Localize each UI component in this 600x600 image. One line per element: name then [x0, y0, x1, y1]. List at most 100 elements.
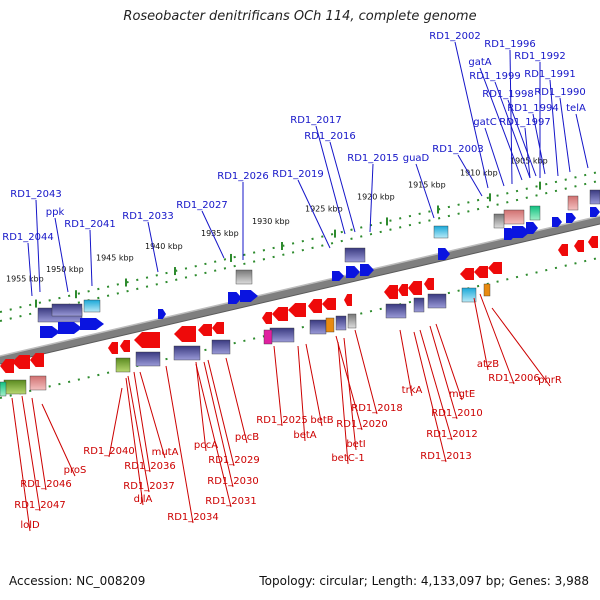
reverse-gene-label-leader: [491, 307, 551, 387]
forward-gene-label: RD1_2016: [304, 131, 355, 142]
reverse-gene-label: RD1_2029: [208, 455, 259, 466]
forward-gene-arrow: [526, 222, 538, 234]
reverse-gene-box: [29, 375, 47, 391]
forward-gene-label-leader: [147, 221, 159, 273]
reverse-gene-arrow: [398, 284, 408, 296]
forward-gene-arrow: [590, 207, 600, 217]
reverse-gene-label: djlA: [134, 494, 153, 505]
reverse-gene-arrow: [288, 303, 306, 317]
forward-gene-label: RD1_1999: [469, 71, 520, 82]
reverse-gene-label: RD1_2030: [207, 476, 258, 487]
genome-backbone: [0, 216, 600, 364]
reverse-gene-arrow: [322, 298, 336, 310]
scale-label-kbp: 1945 kbp: [96, 254, 134, 263]
forward-gene-label-leader: [415, 163, 435, 219]
reverse-gene-arrow: [488, 262, 502, 274]
reverse-gene-label-leader: [133, 371, 151, 473]
reverse-gene-label-leader: [435, 323, 463, 401]
reverse-gene-box: [385, 303, 407, 319]
scale-label-kbp: 1950 kbp: [46, 265, 84, 274]
reverse-gene-label: RD1_2047: [14, 500, 65, 511]
page-title: Roseobacter denitrificans OCh 114, compl…: [123, 9, 477, 24]
scale-label-kbp: 1910 kbp: [460, 168, 498, 177]
forward-gene-label-leader: [524, 127, 531, 179]
reverse-gene-label: RD1_2037: [123, 481, 174, 492]
reverse-gene-label: RD1_2020: [336, 419, 387, 430]
forward-gene-label: RD1_1990: [534, 87, 585, 98]
forward-gene-label: guaD: [403, 153, 430, 164]
reverse-gene-label-leader: [165, 365, 194, 524]
forward-gene-label: gatA: [468, 57, 491, 68]
reverse-gene-label: pccA: [194, 440, 218, 451]
forward-gene-arrow: [40, 326, 60, 338]
reverse-gene-box: [3, 379, 27, 395]
scale-label-kbp: 1925 kbp: [305, 205, 343, 214]
forward-gene-arrow: [158, 309, 166, 319]
forward-gene-arrow: [240, 290, 258, 302]
forward-gene-arrow: [552, 217, 562, 227]
reverse-gene-arrow: [384, 285, 398, 299]
forward-gene-label-leader: [507, 99, 537, 177]
forward-gene-label: ppk: [46, 207, 65, 218]
reverse-gene-label-leader: [207, 359, 235, 467]
reverse-gene-label: RD1_2034: [167, 512, 218, 523]
forward-gene-box: [344, 247, 366, 263]
reverse-gene-label: betA: [293, 430, 316, 441]
forward-gene-label: RD1_1991: [524, 69, 575, 80]
reverse-gene-label: RD1_2025: [256, 415, 307, 426]
reverse-gene-label-leader: [125, 377, 144, 506]
reverse-gene-label: atzB: [477, 359, 499, 370]
forward-gene-label-leader: [457, 154, 483, 197]
scale-label-kbp: 1935 kbp: [201, 229, 239, 238]
reverse-gene-label-leader: [139, 371, 166, 459]
reverse-gene-arrow: [134, 332, 160, 348]
reverse-gene-box: [427, 293, 447, 309]
forward-gene-label: RD1_2002: [429, 31, 480, 42]
forward-gene-label-leader: [484, 127, 505, 187]
reverse-gene-label-leader: [399, 329, 413, 397]
reverse-gene-box: [115, 357, 131, 373]
forward-gene-label-leader: [297, 179, 331, 249]
reverse-gene-arrow: [212, 322, 224, 334]
forward-gene-arrow: [566, 213, 576, 223]
reverse-gene-label-leader: [127, 375, 150, 493]
reverse-gene-box: [413, 297, 425, 313]
reverse-gene-label: RD1_2018: [351, 403, 402, 414]
reverse-gene-arrow: [198, 324, 212, 336]
reverse-gene-label: RD1_2040: [83, 446, 134, 457]
forward-gene-box: [83, 299, 101, 313]
forward-gene-label: RD1_2043: [10, 189, 61, 200]
scale-label-kbp: 1915 kbp: [408, 181, 446, 190]
forward-gene-label-leader: [35, 199, 41, 293]
reverse-gene-label: lolD: [20, 520, 40, 531]
forward-gene-label: RD1_1994: [507, 103, 558, 114]
reverse-gene-label-leader: [21, 395, 41, 512]
reverse-gene-label-leader: [305, 343, 323, 427]
reverse-gene-box: [211, 339, 231, 355]
reverse-gene-arrow: [344, 294, 352, 306]
reverse-gene-label-leader: [273, 345, 283, 427]
forward-gene-label-leader: [54, 217, 69, 293]
reverse-gene-label-leader: [479, 293, 515, 385]
reverse-gene-label-leader: [225, 357, 248, 444]
genome-backbone-highlight: [0, 215, 600, 357]
reverse-gene-box: [309, 319, 327, 335]
forward-gene-arrow: [228, 292, 242, 304]
reverse-gene-box: [347, 313, 357, 329]
genome-backbone-shadow: [0, 223, 600, 365]
reverse-gene-label: betB: [310, 415, 333, 426]
forward-gene-label: RD1_1992: [514, 51, 565, 62]
forward-gene-label-leader: [559, 97, 571, 173]
forward-gene-label-leader: [369, 163, 374, 233]
forward-gene-box: [51, 303, 83, 317]
reverse-gene-label: proS: [64, 465, 87, 476]
reverse-gene-label: RD1_2010: [431, 408, 482, 419]
forward-gene-arrow: [58, 322, 82, 334]
reverse-gene-arrow: [30, 353, 44, 367]
reverse-gene-arrow: [120, 340, 130, 352]
forward-gene-label-leader: [454, 41, 489, 189]
reverse-gene-label: mutA: [152, 447, 179, 458]
reverse-gene-label-leader: [473, 297, 489, 371]
reverse-gene-label-leader: [429, 325, 458, 420]
forward-gene-box: [235, 269, 253, 285]
